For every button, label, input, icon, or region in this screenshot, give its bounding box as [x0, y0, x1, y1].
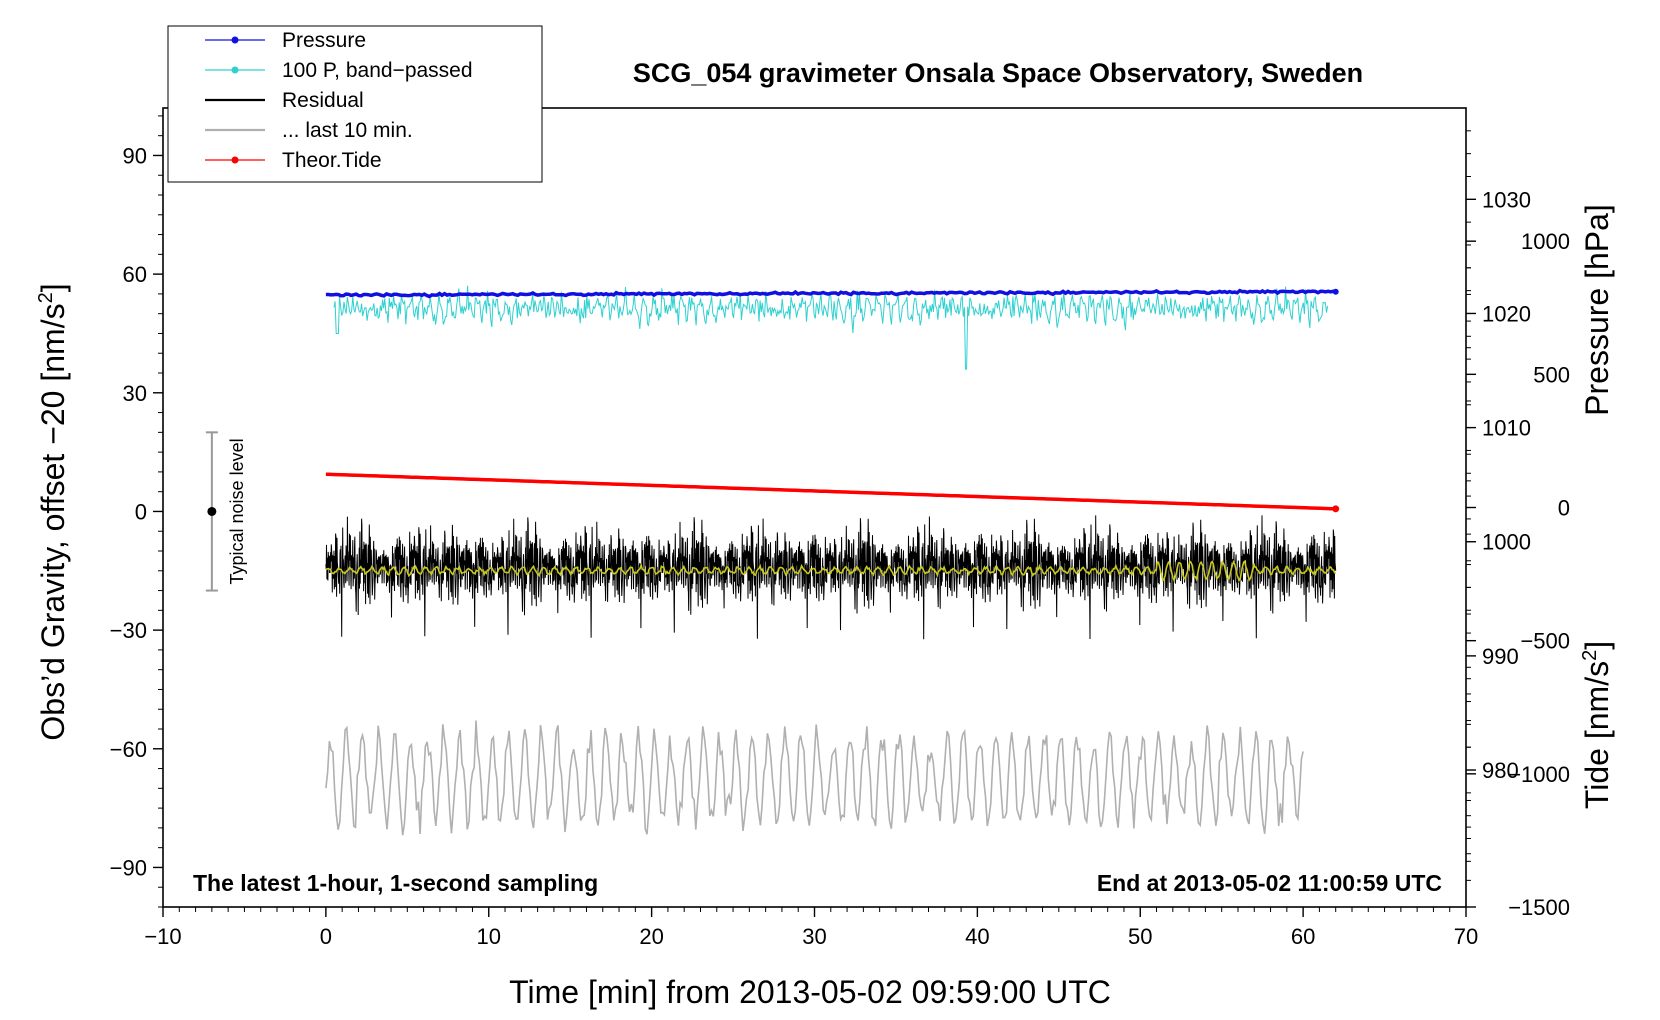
series-pressure: [325, 288, 1336, 299]
y-axis-title-gravity-suffix: ]: [35, 283, 71, 292]
tide-tick-label: 1000: [1521, 229, 1570, 254]
legend-marker: [231, 66, 239, 74]
chart-title: SCG_054 gravimeter Onsala Space Observat…: [633, 58, 1363, 88]
y-tick-label: 0: [135, 499, 147, 524]
pressure-tick-label: 980: [1482, 758, 1519, 783]
pressure-tick-label: 990: [1482, 644, 1519, 669]
pressure-tick-label: 1020: [1482, 301, 1531, 326]
y-axis-title-tide-sup: 2: [1579, 650, 1601, 661]
y-tick-label: 90: [123, 143, 147, 168]
noise-label: Typical noise level: [227, 438, 247, 584]
annotation-end-time: End at 2013-05-02 11:00:59 UTC: [1097, 870, 1442, 896]
series-layer: [325, 285, 1340, 836]
y-tick-label: 30: [123, 381, 147, 406]
x-tick-label: 60: [1291, 924, 1315, 949]
tide-tick-label: −500: [1520, 629, 1570, 654]
series-theoretical-tide: [325, 472, 1336, 511]
tide-tick-label: 0: [1558, 496, 1570, 521]
x-tick-label: 30: [802, 924, 826, 949]
x-tick-label: 70: [1454, 924, 1478, 949]
legend-label: 100 P, band−passed: [282, 59, 473, 82]
pressure-end-marker: [1332, 288, 1339, 295]
noise-indicator: Typical noise level: [205, 431, 247, 592]
x-axis-title: Time [min] from 2013-05-02 09:59:00 UTC: [509, 974, 1111, 1010]
legend-label: Pressure: [282, 29, 366, 52]
x-tick-label: 20: [639, 924, 663, 949]
y-tick-label: 60: [123, 262, 147, 287]
x-tick-label: 40: [965, 924, 989, 949]
legend-box: [167, 25, 543, 183]
legend: Pressure 100 P, band−passed Residual ... la…: [167, 25, 543, 183]
y-tick-label: −90: [110, 855, 147, 880]
legend-label: Residual: [282, 89, 364, 112]
series-last-10-min: [325, 720, 1304, 836]
legend-marker: [231, 156, 239, 164]
y-axis-title-gravity-text: Obs’d Gravity, offset −20 [nm/s: [35, 303, 71, 740]
series-residual-smoothed: [325, 559, 1337, 583]
pressure-tick-label: 1000: [1482, 530, 1531, 555]
y-axis-title-tide-suffix: ]: [1579, 641, 1615, 650]
x-tick-label: 10: [477, 924, 501, 949]
x-tick-label: 50: [1128, 924, 1152, 949]
annotation-latest-hour: The latest 1-hour, 1-second sampling: [193, 870, 598, 896]
tide-tick-label: −1500: [1508, 895, 1570, 920]
y-axis-title-gravity-sup: 2: [35, 292, 57, 303]
y-axis-title-pressure: Pressure [hPa]: [1579, 204, 1615, 416]
tide-end-marker: [1332, 505, 1340, 513]
y-axis-title-gravity: Obs’d Gravity, offset −20 [nm/s2]: [35, 283, 71, 740]
y-tick-label: −60: [110, 737, 147, 762]
tide-tick-label: −1000: [1508, 762, 1570, 787]
legend-label: ... last 10 min.: [282, 119, 413, 142]
pressure-tick-label: 1030: [1482, 187, 1531, 212]
legend-marker: [231, 36, 239, 44]
legend-label: Theor.Tide: [282, 149, 382, 172]
y-axis-title-tide: Tide [nm/s2]: [1579, 641, 1615, 809]
tide-tick-label: 500: [1533, 362, 1570, 387]
series-residual: [325, 515, 1337, 640]
ticks-layer: −10 0 10 20 30 40 50 60 70−90−60−300306090980990…: [110, 115, 1570, 949]
y-tick-label: −30: [110, 618, 147, 643]
series-pressure-bandpassed: [333, 285, 1329, 370]
y-axis-title-tide-text: Tide [nm/s: [1579, 661, 1615, 809]
pressure-tick-label: 1010: [1482, 416, 1531, 441]
noise-bar-center: [207, 506, 217, 516]
x-tick-label: −10: [144, 924, 181, 949]
x-tick-label: 0: [320, 924, 332, 949]
